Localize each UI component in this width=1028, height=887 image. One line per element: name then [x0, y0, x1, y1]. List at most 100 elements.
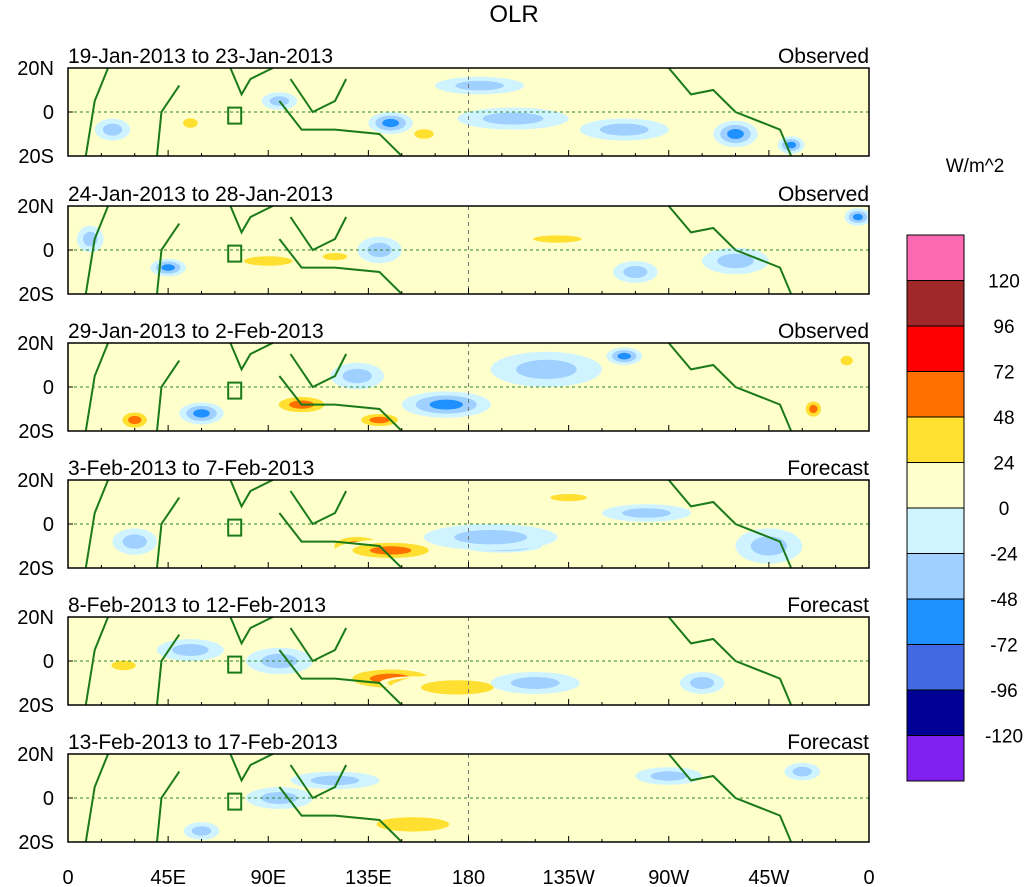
- lat-tick-label: 20S: [18, 695, 54, 717]
- anomaly-contour: [382, 118, 399, 128]
- coastline: [289, 627, 348, 663]
- lon-tick-label: 180: [452, 867, 485, 887]
- coastline: [84, 617, 109, 705]
- coastline: [229, 480, 274, 509]
- coastline: [278, 238, 403, 294]
- anomaly-contour: [342, 368, 372, 384]
- colorbar-units: W/m^2: [946, 156, 1005, 177]
- map-panel: 24-Jan-2013 to 28-Jan-2013 Observed 20N 0 20…: [17, 183, 870, 306]
- lat-tick-label: 20S: [18, 558, 54, 580]
- coastline: [289, 490, 348, 526]
- anomaly-contour: [510, 677, 560, 689]
- anomaly-contour: [622, 508, 671, 518]
- anomaly-contour: [310, 775, 360, 786]
- anomaly-contour: [420, 680, 494, 695]
- anomaly-contour: [128, 415, 142, 425]
- lon-tick-label: 135W: [543, 867, 595, 887]
- lon-tick-label: 90E: [250, 867, 286, 887]
- colorbar-label: -24: [990, 545, 1018, 566]
- coastline: [156, 771, 181, 842]
- coastline: [229, 754, 274, 783]
- anomaly-contour: [689, 677, 715, 689]
- anomaly-contour: [533, 235, 582, 243]
- coastline: [229, 343, 274, 372]
- coastline: [229, 206, 274, 235]
- anomaly-contour: [322, 253, 348, 261]
- lat-tick-label: 20N: [17, 58, 54, 80]
- colorbar-swatch: [906, 280, 965, 327]
- anomaly-field: [84, 68, 805, 156]
- panel-period: 19-Jan-2013 to 23-Jan-2013: [68, 45, 333, 68]
- x-axis: 0 45E 90E 135E 180 135W 90W 45W 0: [62, 867, 874, 887]
- coastline: [278, 649, 403, 705]
- anomaly-contour: [482, 112, 544, 125]
- anomaly-field: [84, 480, 803, 568]
- anomaly-contour: [550, 494, 587, 502]
- coastline: [156, 497, 181, 568]
- lat-tick-label: 20S: [18, 284, 54, 306]
- coastline: [229, 68, 274, 97]
- map-panel: 8-Feb-2013 to 12-Feb-2013 Forecast 20N 0 20S: [17, 594, 870, 717]
- coastline: [667, 480, 793, 568]
- panel-period: 8-Feb-2013 to 12-Feb-2013: [68, 594, 326, 617]
- lat-tick-label: 20S: [18, 832, 54, 854]
- lon-tick-label: 0: [62, 867, 73, 887]
- anomaly-contour: [717, 253, 754, 269]
- panel-kind: Forecast: [787, 731, 869, 754]
- coastline: [84, 754, 109, 842]
- region-box: [227, 106, 243, 125]
- anomaly-contour: [193, 409, 210, 418]
- lat-tick-label: 20S: [18, 146, 54, 168]
- coastline: [289, 216, 348, 252]
- coastline: [84, 480, 109, 568]
- coastline: [667, 617, 793, 705]
- colorbar-label: -72: [990, 636, 1017, 657]
- map-panel: 19-Jan-2013 to 23-Jan-2013 Observed 20N 0 20…: [17, 45, 870, 168]
- coastline: [156, 85, 181, 156]
- lon-tick-label: 45W: [748, 867, 789, 887]
- region-box: [227, 655, 243, 674]
- lat-tick-label: 0: [43, 651, 54, 673]
- anomaly-contour: [786, 141, 797, 149]
- anomaly-contour: [617, 352, 631, 360]
- colorbar-swatch: [906, 689, 965, 736]
- panel-period: 13-Feb-2013 to 17-Feb-2013: [68, 731, 338, 754]
- colorbar-swatch: [906, 462, 965, 509]
- coastline: [278, 512, 403, 568]
- lat-tick-label: 0: [43, 102, 54, 124]
- lat-tick-label: 0: [43, 240, 54, 262]
- anomaly-contour: [414, 129, 434, 139]
- colorbar-label: -48: [990, 590, 1017, 611]
- lat-tick-label: 20N: [17, 744, 54, 766]
- colorbar-swatch: [906, 325, 965, 372]
- anomaly-contour: [809, 404, 818, 414]
- panel-kind: Observed: [778, 183, 869, 206]
- anomaly-contour: [840, 355, 853, 366]
- coastline: [156, 634, 181, 705]
- anomaly-contour: [599, 123, 649, 136]
- region-box: [227, 792, 243, 811]
- coastline: [667, 343, 793, 431]
- colorbar-swatch: [906, 234, 965, 281]
- coastline: [289, 353, 348, 389]
- anomaly-contour: [623, 266, 648, 278]
- lat-tick-label: 20N: [17, 470, 54, 492]
- colorbar: 120 96 72 48 24 0 -24 -48 -72 -96 -120: [906, 234, 1023, 782]
- anomaly-contour: [161, 264, 175, 271]
- anomaly-contour: [650, 771, 687, 781]
- anomaly-contour: [376, 817, 450, 832]
- lon-tick-label: 0: [863, 867, 874, 887]
- anomaly-contour: [172, 644, 209, 656]
- anomaly-contour: [454, 530, 528, 545]
- colorbar-swatch: [906, 598, 965, 645]
- panel-kind: Forecast: [787, 457, 869, 480]
- region-box: [227, 381, 243, 400]
- lon-tick-label: 45E: [150, 867, 186, 887]
- region-box: [227, 244, 243, 263]
- coastline: [278, 786, 403, 842]
- coastline: [84, 68, 109, 156]
- colorbar-label: 96: [993, 317, 1014, 338]
- colorbar-swatch: [906, 507, 965, 554]
- colorbar-label: 72: [993, 363, 1014, 384]
